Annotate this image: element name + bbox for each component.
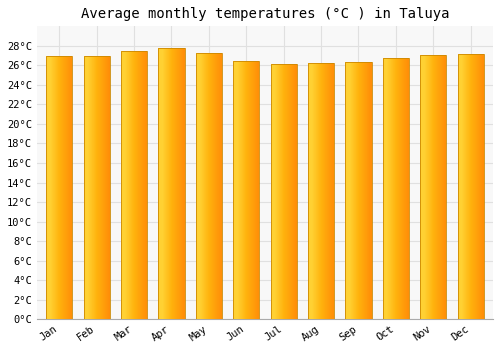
Bar [158,48,184,319]
Bar [121,51,147,319]
Title: Average monthly temperatures (°C ) in Taluya: Average monthly temperatures (°C ) in Ta… [80,7,449,21]
Bar [46,56,72,319]
Bar [233,62,260,319]
Bar [346,62,372,319]
Bar [308,63,334,319]
Bar [84,56,110,319]
Bar [196,52,222,319]
Bar [382,57,409,319]
Bar [420,55,446,319]
Bar [458,54,483,319]
Bar [270,64,296,319]
